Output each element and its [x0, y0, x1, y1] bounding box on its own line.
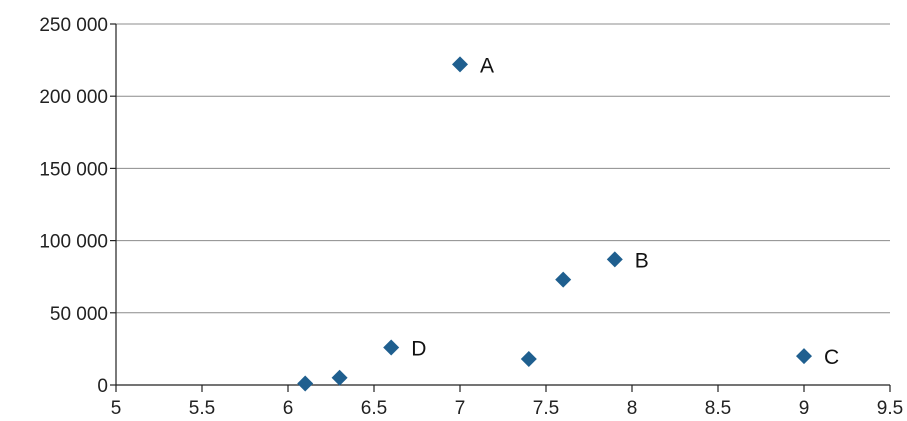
x-tick-label: 8.5 [705, 398, 731, 419]
axes [115, 24, 890, 386]
x-tick-label: 6 [283, 398, 294, 419]
data-point [452, 56, 468, 73]
axis-ticks: 0 50 000 100 000 150 000 200 000 250 000 5 5.5 6… [39, 15, 903, 419]
x-tick-label: 9 [799, 398, 810, 419]
point-label-c: C [824, 346, 839, 369]
y-tick-label: 200 000 [39, 87, 108, 108]
x-tick-label: 7 [455, 398, 466, 419]
point-label-d: D [411, 337, 426, 360]
data-point [331, 369, 348, 386]
y-tick-label: 0 [97, 376, 108, 397]
data-point [606, 251, 623, 268]
point-label-b: B [635, 249, 649, 272]
x-tick-label: 8 [627, 398, 638, 419]
data-point [796, 348, 812, 365]
point-label-a: A [480, 54, 494, 77]
gridlines [116, 23, 890, 314]
y-tick-label: 150 000 [39, 159, 108, 180]
x-tick-label: 5 [111, 398, 122, 419]
point-labels: D A B C [411, 54, 839, 369]
x-tick-label: 6.5 [361, 398, 387, 419]
data-points [297, 56, 812, 392]
x-tick-label: 5.5 [189, 398, 215, 419]
y-tick-label: 50 000 [50, 304, 108, 325]
x-tick-label: 9.5 [877, 398, 903, 419]
x-tick-label: 7.5 [533, 398, 559, 419]
y-tick-label: 100 000 [39, 232, 108, 253]
data-point [383, 339, 400, 356]
data-point [555, 271, 572, 288]
data-point [297, 375, 314, 392]
data-point [520, 351, 537, 368]
y-tick-label: 250 000 [39, 15, 108, 36]
